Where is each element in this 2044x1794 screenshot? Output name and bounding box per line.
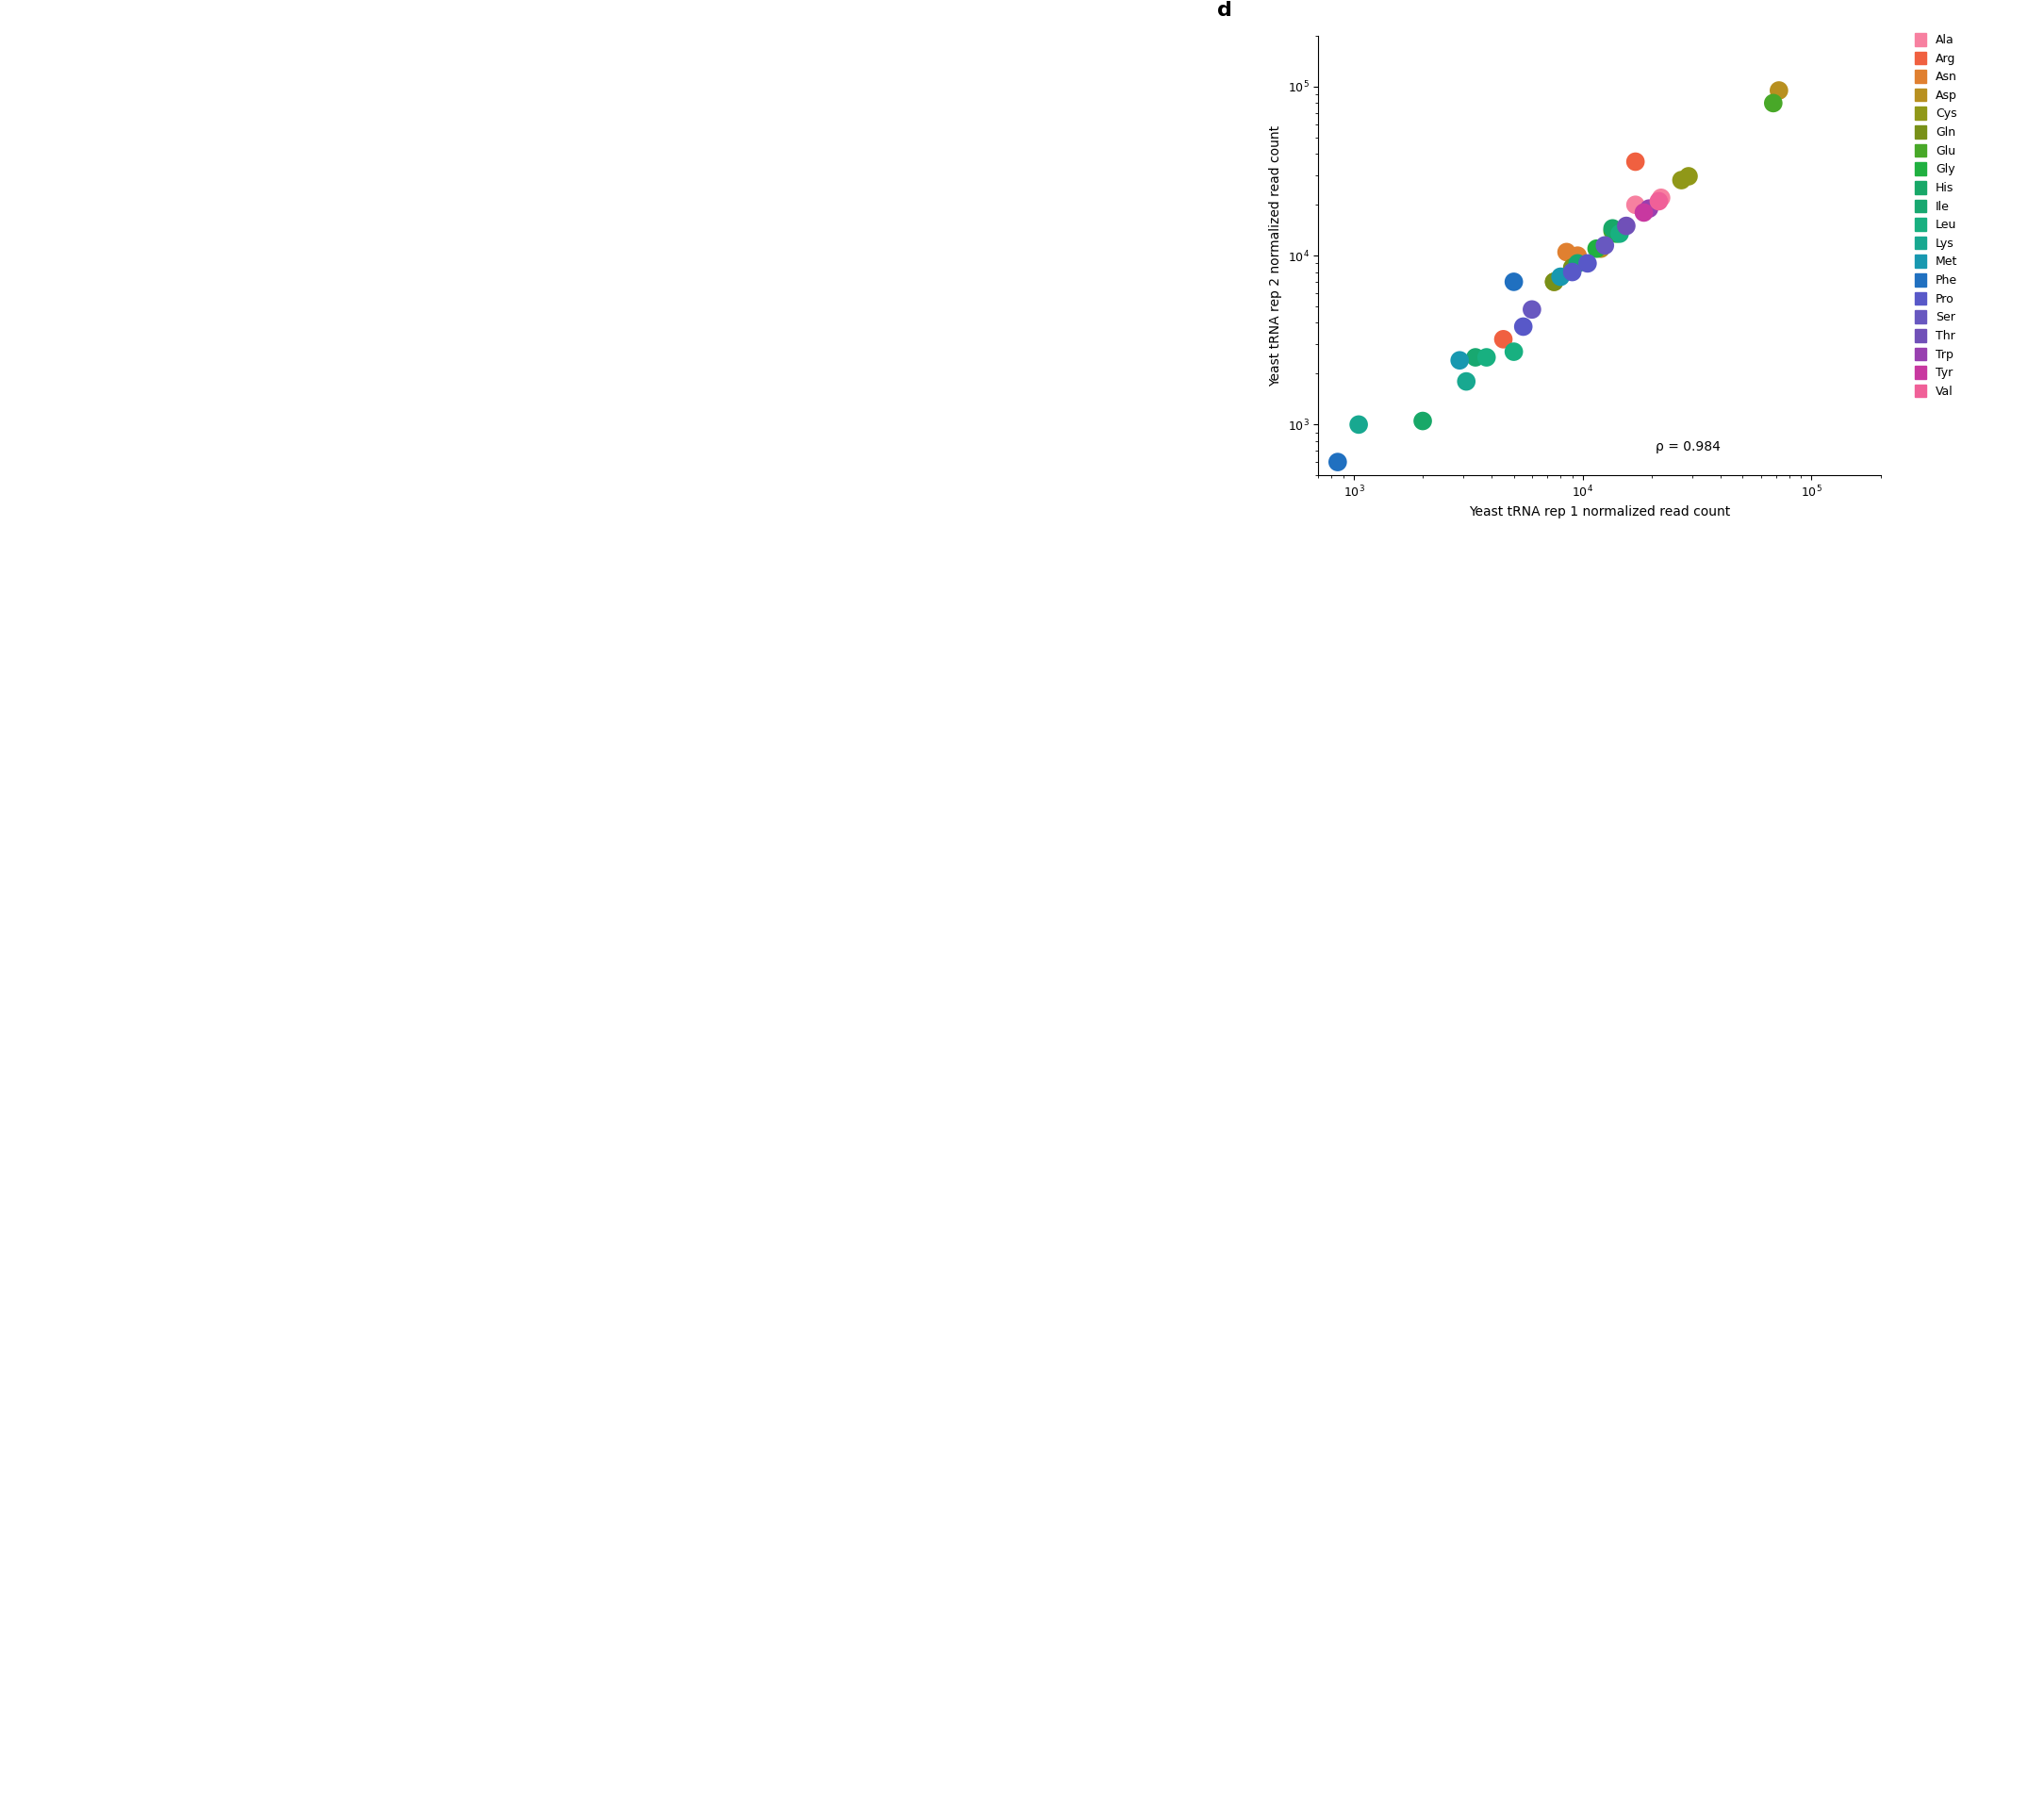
Point — [1549, 239, 1582, 267]
Point — [1320, 448, 1353, 477]
Point — [1572, 249, 1605, 278]
Point — [1459, 343, 1492, 371]
Point — [1602, 219, 1635, 248]
Point — [1596, 217, 1629, 246]
Point — [1666, 165, 1699, 194]
Point — [1449, 368, 1482, 396]
Point — [1562, 249, 1594, 278]
Text: ρ = 0.984: ρ = 0.984 — [1656, 440, 1721, 454]
Point — [1619, 147, 1652, 176]
Point — [1506, 312, 1539, 341]
Point — [1515, 296, 1547, 325]
Point — [1645, 183, 1678, 212]
Point — [1562, 242, 1594, 271]
Point — [1343, 411, 1376, 440]
Point — [1443, 346, 1476, 375]
Point — [1758, 88, 1791, 117]
Point — [1543, 262, 1576, 291]
Point — [1555, 253, 1588, 282]
Point — [1762, 75, 1795, 104]
Point — [1537, 267, 1570, 296]
Text: d: d — [1218, 0, 1233, 20]
Point — [1643, 187, 1676, 215]
Point — [1600, 219, 1633, 248]
Point — [1406, 407, 1439, 436]
Point — [1584, 235, 1617, 264]
Point — [1588, 231, 1621, 260]
Point — [1611, 212, 1643, 240]
Point — [1555, 258, 1588, 287]
Point — [1498, 267, 1531, 296]
Point — [1672, 161, 1705, 190]
Point — [1619, 190, 1652, 219]
Point — [1633, 194, 1666, 222]
Point — [1596, 213, 1629, 242]
Legend: Ala, Arg, Asn, Asp, Cys, Gln, Glu, Gly, His, Ile, Leu, Lys, Met, Phe, Pro, Ser, : Ala, Arg, Asn, Asp, Cys, Gln, Glu, Gly, … — [1915, 32, 1958, 398]
Point — [1470, 343, 1502, 371]
Point — [1627, 197, 1660, 226]
Point — [1537, 267, 1570, 296]
Point — [1498, 337, 1531, 366]
X-axis label: Yeast tRNA rep 1 normalized read count: Yeast tRNA rep 1 normalized read count — [1470, 506, 1729, 518]
Y-axis label: Yeast tRNA rep 2 normalized read count: Yeast tRNA rep 2 normalized read count — [1269, 126, 1282, 386]
Point — [1580, 235, 1613, 264]
Point — [1486, 325, 1519, 353]
